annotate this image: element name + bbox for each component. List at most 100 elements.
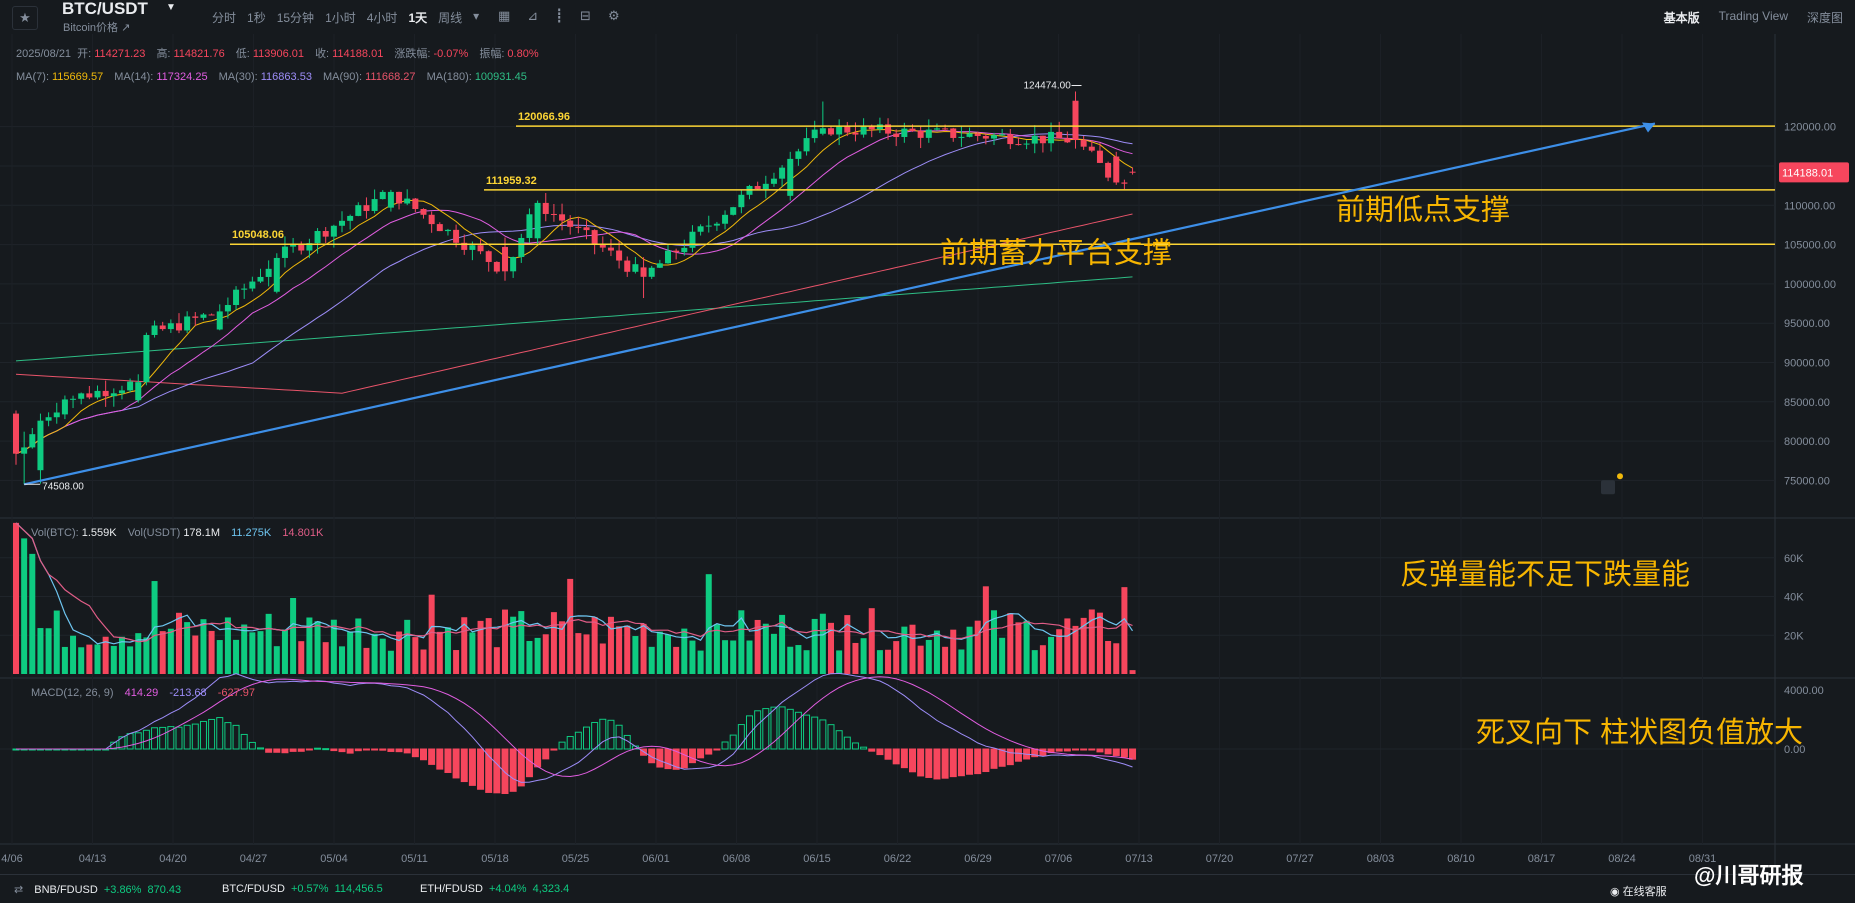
volume-bar: [770, 633, 777, 674]
candle-body: [347, 215, 354, 221]
volume-bar: [469, 632, 476, 674]
view-selector: 基本版 Trading View 深度图: [1645, 9, 1843, 26]
candle-body: [1048, 131, 1055, 144]
view-depth[interactable]: 深度图: [1806, 11, 1843, 25]
macd-histogram-bar: [199, 720, 207, 750]
candle-body: [1096, 150, 1103, 163]
volume-bar: [1129, 670, 1136, 674]
favorite-star-icon[interactable]: ★: [12, 6, 38, 30]
volume-bar: [387, 650, 394, 674]
macd-signal-value: -213.68: [169, 687, 207, 699]
calendar-icon[interactable]: ▦: [498, 8, 511, 23]
candle-body: [200, 314, 207, 318]
volume-bar: [689, 640, 696, 674]
volume-bar: [673, 646, 680, 674]
volume-bar: [493, 647, 500, 674]
candle-body: [616, 250, 623, 261]
candle-body: [787, 158, 794, 196]
candle-body: [1031, 135, 1038, 144]
macd-histogram-bar: [468, 748, 476, 786]
candle-body: [404, 198, 411, 204]
macd-histogram-bar: [444, 748, 452, 773]
macd-histogram-bar: [191, 723, 199, 750]
support-button[interactable]: ◉ 在线客服: [1610, 886, 1667, 898]
ticker-item[interactable]: ETH/FDUSD +4.04% 4,323.4: [420, 883, 570, 895]
date-tick-label: 08/31: [1689, 853, 1717, 865]
macd-histogram-bar: [452, 748, 460, 779]
interval-tab-1d[interactable]: 1天: [408, 11, 428, 25]
layout-icon[interactable]: ⊟: [580, 8, 591, 23]
macd-histogram-bar: [281, 748, 289, 754]
candle-body: [216, 311, 223, 330]
candle-body: [355, 205, 362, 216]
view-basic[interactable]: 基本版: [1663, 11, 1700, 25]
volume-bar: [61, 646, 68, 674]
macd-histogram-bar: [900, 748, 908, 769]
chart-type-icon[interactable]: ⊿: [527, 8, 539, 23]
candle-body: [860, 126, 867, 135]
interval-more-chevron-icon[interactable]: ▾: [473, 9, 480, 23]
volume-legend: Vol(BTC): 1.559K Vol(USDT) 178.1M 11.275…: [31, 527, 324, 539]
volume-bar: [811, 618, 818, 674]
candle-body: [13, 413, 19, 454]
volume-bar: [754, 619, 761, 674]
gear-icon[interactable]: ⚙: [607, 8, 620, 23]
ticker-item[interactable]: BTC/FDUSD +0.57% 114,456.5: [222, 883, 383, 895]
volume-bar: [428, 594, 435, 674]
candle-body: [958, 136, 965, 138]
chevron-down-icon[interactable]: ▼: [166, 2, 176, 13]
alert-dot-icon: [1617, 473, 1623, 480]
macd-histogram-bar: [558, 741, 566, 750]
volume-bar: [942, 646, 949, 674]
candle-body: [624, 260, 631, 272]
view-tradingview[interactable]: Trading View: [1718, 9, 1788, 23]
macd-histogram-bar: [362, 748, 370, 751]
ticker-item[interactable]: ⇄ BNB/FDUSD +3.86% 870.43: [14, 884, 182, 896]
candle-body: [1105, 162, 1112, 178]
macd-histogram-bar: [428, 748, 436, 765]
interval-tab-2[interactable]: 1秒: [247, 11, 266, 25]
interval-tab-5[interactable]: 4小时: [366, 11, 398, 25]
volume-bar: [86, 644, 93, 674]
ma14-value: 117324.25: [156, 71, 208, 83]
candle-body: [982, 135, 989, 139]
candle-body: [836, 125, 843, 135]
interval-tab-4[interactable]: 1小时: [325, 11, 356, 25]
volume-bar: [933, 630, 940, 674]
candle-body: [917, 130, 924, 138]
macd-histogram-bar: [819, 719, 827, 750]
volume-bar: [167, 628, 174, 674]
macd-histogram-bar: [216, 717, 224, 750]
macd-histogram-bar: [909, 748, 916, 773]
candle-body: [224, 305, 231, 312]
interval-tab-week[interactable]: 周线: [438, 11, 463, 25]
volume-bar: [159, 631, 166, 674]
candle-body: [290, 245, 297, 247]
interval-tab-1[interactable]: 分时: [212, 11, 237, 25]
macd-histogram-bar: [387, 748, 395, 752]
annotation-support-platform: 前期蓄力平台支撑: [940, 237, 1172, 270]
macd-histogram-bar: [680, 748, 688, 769]
volume-bar: [110, 645, 117, 674]
volume-bar: [885, 649, 892, 674]
macd-histogram-bar: [159, 726, 167, 750]
macd-histogram-bar: [501, 748, 509, 795]
candle-body: [607, 247, 614, 251]
candle-body: [249, 281, 256, 289]
ticker-toggle-icon: ⇄: [14, 884, 24, 896]
headset-icon: ◉: [1610, 886, 1620, 898]
volume-bar: [542, 634, 549, 674]
candle-body: [396, 191, 403, 204]
macd-histogram-bar: [705, 748, 713, 755]
ohlc-high: 114821.76: [173, 48, 225, 60]
pair-title[interactable]: BTC/USDT: [62, 0, 148, 18]
candle-body: [233, 289, 240, 306]
candle-body: [1088, 146, 1095, 151]
candles-icon[interactable]: ┋: [555, 8, 564, 23]
chart-canvas[interactable]: 120000.00115000.00110000.00105000.001000…: [0, 34, 1855, 874]
macd-histogram-bar: [672, 748, 680, 770]
ma-legend: MA(7): 115669.57 MA(14): 117324.25 MA(30):…: [16, 71, 527, 83]
date-tick-label: 06/01: [642, 853, 670, 865]
interval-tab-3[interactable]: 15分钟: [276, 11, 315, 25]
volume-bar: [510, 616, 517, 674]
